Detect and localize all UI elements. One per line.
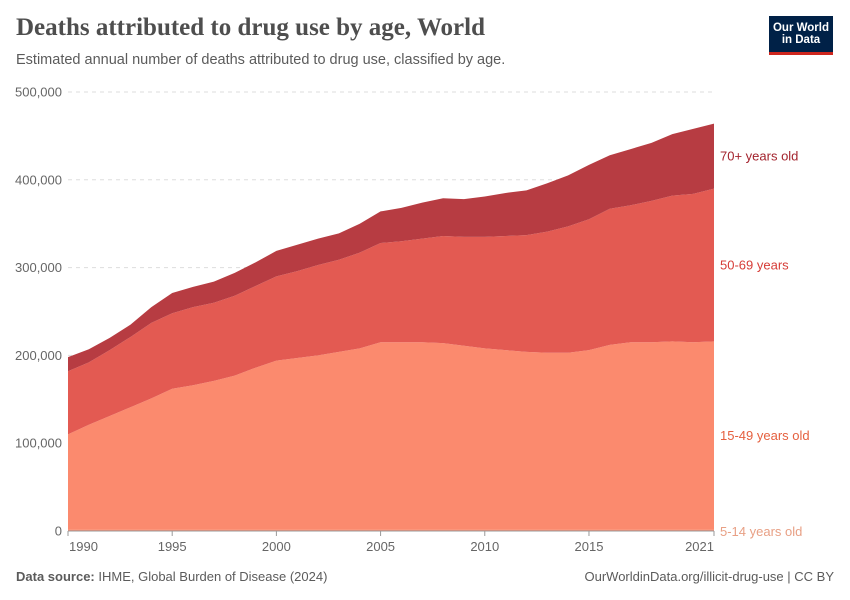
x-tick-label: 1990 bbox=[69, 539, 98, 554]
areas bbox=[68, 123, 714, 531]
series-label: 5-14 years old bbox=[720, 524, 802, 539]
y-axis-ticks: 0 100,000 200,000 300,000 400,000 500,000 bbox=[15, 85, 62, 539]
y-tick-label: 500,000 bbox=[15, 85, 62, 100]
chart-title: Deaths attributed to drug use by age, Wo… bbox=[16, 14, 486, 41]
x-tick-label: 2021 bbox=[685, 539, 714, 554]
y-tick-label: 300,000 bbox=[15, 260, 62, 275]
area-15-49-years-old[interactable] bbox=[68, 341, 714, 530]
y-tick-label: 400,000 bbox=[15, 172, 62, 187]
logo-line-2: in Data bbox=[781, 34, 821, 46]
x-axis-ticks: 1990 1995 2000 2005 2010 2015 2021 bbox=[67, 530, 715, 554]
logo-line-1: Our World bbox=[772, 22, 829, 34]
area-70-years-old[interactable] bbox=[68, 123, 714, 372]
area-50-69-years[interactable] bbox=[68, 188, 714, 435]
chart-subtitle: Estimated annual number of deaths attrib… bbox=[16, 52, 506, 68]
owid-logo[interactable]: Our World in Data bbox=[769, 16, 833, 55]
data-source: Data source: IHME, Global Burden of Dise… bbox=[16, 569, 327, 584]
data-source-label: Data source: bbox=[16, 569, 95, 584]
series-label: 70+ years old bbox=[720, 149, 798, 164]
series-labels: 5-14 years old 15-49 years old 50-69 years… bbox=[720, 149, 810, 539]
x-tick-label: 2015 bbox=[575, 539, 604, 554]
y-tick-label: 200,000 bbox=[15, 348, 62, 363]
x-tick-label: 1995 bbox=[158, 539, 187, 554]
series-label: 50-69 years bbox=[720, 257, 789, 272]
x-tick-label: 2000 bbox=[262, 539, 291, 554]
y-tick-label: 0 bbox=[55, 524, 62, 539]
series-label: 15-49 years old bbox=[720, 428, 810, 443]
x-tick-label: 2010 bbox=[470, 539, 499, 554]
source-link[interactable]: OurWorldinData.org/illicit-drug-use | CC… bbox=[584, 569, 835, 584]
x-tick-label: 2005 bbox=[366, 539, 395, 554]
data-source-text: IHME, Global Burden of Disease (2024) bbox=[98, 569, 328, 584]
y-tick-label: 100,000 bbox=[15, 436, 62, 451]
